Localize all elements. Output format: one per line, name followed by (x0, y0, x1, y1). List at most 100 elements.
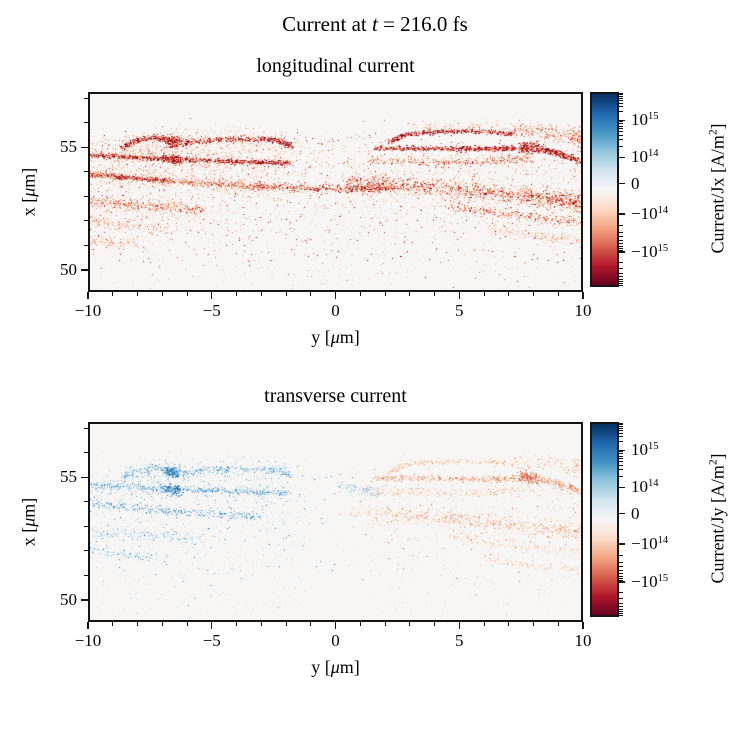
colorbar-minor-tick (619, 130, 623, 132)
x-minor-tick (285, 622, 287, 626)
colorbar-minor-tick (619, 451, 623, 453)
colorbar-minor-tick (619, 598, 623, 600)
y-tick-label: 50 (60, 589, 77, 609)
colorbar-minor-tick (619, 432, 623, 434)
scatter-canvas (90, 424, 581, 620)
x-minor-tick (384, 292, 386, 296)
colorbar-minor-tick (619, 566, 623, 568)
x-minor-tick (112, 622, 114, 626)
colorbar-minor-tick (619, 242, 623, 244)
colorbar-tick-label: 1015 (631, 440, 659, 460)
colorbar-minor-tick (619, 125, 623, 127)
colorbar-minor-tick (619, 278, 623, 280)
colorbar-major-tick (619, 486, 625, 489)
colorbar-tick-label: −1015 (631, 241, 669, 261)
colorbar-minor-tick (619, 457, 623, 459)
x-minor-tick (285, 292, 287, 296)
x-tick-label: 10 (574, 301, 592, 320)
colorbar-minor-tick (619, 475, 623, 477)
x-tick-label: 10 (574, 631, 592, 650)
panel-title: transverse current (264, 385, 407, 407)
colorbar-minor-tick (619, 464, 623, 466)
colorbar-minor-tick (619, 100, 623, 101)
figure-title-var: t (371, 12, 378, 36)
x-minor-tick (508, 292, 510, 296)
x-major-tick (87, 622, 89, 629)
colorbar-major-tick (619, 581, 625, 583)
x-minor-tick (310, 622, 312, 626)
colorbar-major-tick (619, 156, 625, 159)
colorbar-minor-tick (619, 92, 623, 94)
x-minor-tick (137, 292, 138, 296)
x-axis-label: y [μm] (311, 327, 360, 347)
y-tick-label: 55 (60, 137, 77, 157)
x-minor-tick (483, 622, 485, 626)
x-minor-tick (434, 292, 435, 296)
colorbar-minor-tick (619, 613, 623, 615)
y-minor-tick (84, 244, 88, 246)
x-minor-tick (384, 622, 386, 626)
colorbar-major-tick (619, 513, 625, 515)
colorbar-minor-tick (619, 123, 623, 125)
colorbar (590, 422, 619, 617)
y-axis-label: x [μm] (18, 497, 39, 547)
x-tick-label: 0 (331, 301, 340, 320)
colorbar-minor-tick (619, 575, 623, 577)
colorbar-minor-tick (619, 245, 623, 247)
colorbar-major-tick (619, 449, 625, 451)
colorbar-minor-tick (619, 455, 623, 457)
colorbar-minor-tick (619, 591, 623, 593)
figure-title: Current at t = 216.0 fs (282, 12, 468, 37)
colorbar (590, 92, 619, 287)
x-minor-tick (359, 292, 361, 296)
y-major-tick (81, 269, 88, 271)
x-tick-label: 5 (455, 631, 464, 650)
colorbar-minor-tick (619, 469, 623, 471)
colorbar-minor-tick (619, 554, 623, 556)
x-minor-tick (310, 292, 312, 296)
colorbar-minor-tick (619, 460, 623, 462)
colorbar-minor-tick (619, 95, 623, 97)
y-minor-tick (84, 525, 88, 527)
x-minor-tick (186, 292, 188, 296)
colorbar-minor-tick (619, 577, 623, 579)
x-major-tick (458, 292, 460, 299)
y-minor-tick (84, 220, 88, 222)
colorbar-minor-tick (619, 425, 623, 427)
colorbar-minor-tick (619, 441, 623, 443)
colorbar-minor-tick (619, 422, 623, 424)
x-minor-tick (508, 622, 510, 626)
colorbar-minor-tick (619, 605, 623, 607)
colorbar-tick-label: −1015 (631, 571, 669, 591)
colorbar-tick-label: 1014 (631, 147, 659, 167)
y-minor-tick (84, 97, 88, 99)
colorbar-minor-tick (619, 261, 623, 263)
colorbar-tick-label: 1014 (631, 477, 659, 497)
colorbar-tick-label: −1014 (631, 533, 669, 553)
x-minor-tick (533, 622, 534, 626)
figure-title-post: = 216.0 fs (377, 12, 468, 36)
y-tick-label: 55 (60, 467, 77, 487)
y-minor-tick (84, 195, 88, 197)
colorbar-minor-tick (619, 561, 623, 563)
colorbar-minor-tick (619, 224, 623, 226)
colorbar-minor-tick (619, 611, 623, 613)
colorbar-minor-tick (619, 127, 623, 129)
colorbar-minor-tick (619, 236, 623, 238)
colorbar-minor-tick (619, 272, 623, 274)
colorbar-major-tick (619, 543, 625, 545)
colorbar-major-tick (619, 119, 625, 121)
figure-title-pre: Current at (282, 12, 372, 36)
x-tick-label: 0 (331, 631, 340, 650)
colorbar-minor-tick (619, 614, 623, 616)
x-tick-label: −5 (202, 631, 221, 650)
colorbar-minor-tick (619, 145, 623, 147)
x-major-tick (458, 622, 460, 629)
colorbar-minor-tick (619, 453, 623, 455)
colorbar-minor-tick (619, 579, 623, 581)
x-minor-tick (409, 622, 411, 626)
plot-area (88, 422, 583, 622)
colorbar-minor-tick (619, 275, 623, 277)
